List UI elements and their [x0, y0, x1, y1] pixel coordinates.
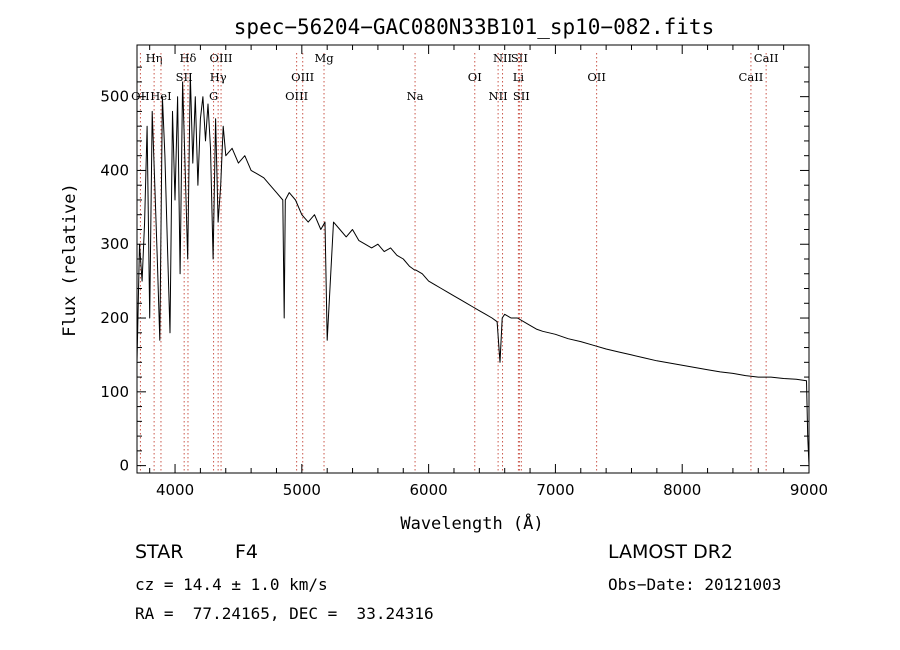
y-tick-label-0: 0 [119, 457, 129, 475]
line-label-1: OII [131, 89, 150, 103]
x-tick-label-6000: 6000 [410, 481, 448, 499]
x-tick-label-4000: 4000 [156, 481, 194, 499]
survey-name: LAMOST DR2 [608, 541, 733, 563]
x-tick-label-9000: 9000 [790, 481, 828, 499]
line-label-3: Hδ [179, 51, 196, 65]
x-tick-label-5000: 5000 [283, 481, 321, 499]
line-label-17: SII [513, 89, 530, 103]
line-label-0: Hη [146, 51, 163, 65]
line-label-20: CaII [739, 70, 764, 84]
redshift-readout: cz = 14.4 ± 1.0 km/s [135, 575, 328, 594]
line-label-11: Na [407, 89, 424, 103]
line-label-5: OIII [210, 51, 233, 65]
observation-date: Obs−Date: 20121003 [608, 575, 782, 594]
line-label-19: CaII [754, 51, 779, 65]
line-label-8: Mg [314, 51, 334, 65]
x-tick-label-8000: 8000 [663, 481, 701, 499]
object-subclass: F4 [235, 541, 259, 563]
line-label-10: OIII [285, 89, 308, 103]
line-label-4: SII [176, 70, 193, 84]
line-label-16: NII [489, 89, 508, 103]
line-label-7: G [209, 89, 218, 103]
spectrum-line [136, 74, 810, 466]
sky-coordinates: RA = 77.24165, DEC = 33.24316 [135, 604, 434, 623]
line-label-6: Hγ [210, 70, 227, 84]
y-tick-label-300: 300 [100, 235, 129, 253]
line-label-13: NII [493, 51, 512, 65]
line-label-2: HeI [150, 89, 171, 103]
line-label-12: OI [468, 70, 482, 84]
y-tick-label-200: 200 [100, 309, 129, 327]
y-tick-label-400: 400 [100, 161, 129, 179]
y-axis-label: Flux (relative) [60, 183, 80, 337]
line-label-18: OII [587, 70, 606, 84]
object-class: STAR [135, 541, 184, 563]
y-tick-label-500: 500 [100, 88, 129, 106]
x-tick-label-7000: 7000 [536, 481, 574, 499]
x-axis-label: Wavelength (Å) [400, 512, 543, 534]
line-label-9: OIII [291, 70, 314, 84]
y-tick-label-100: 100 [100, 383, 129, 401]
line-label-15: Li [513, 70, 525, 84]
axes-frame [136, 44, 810, 474]
line-label-14: SII [511, 51, 528, 65]
chart-title: spec−56204−GAC080N33B101_sp10−082.fits [234, 15, 714, 39]
